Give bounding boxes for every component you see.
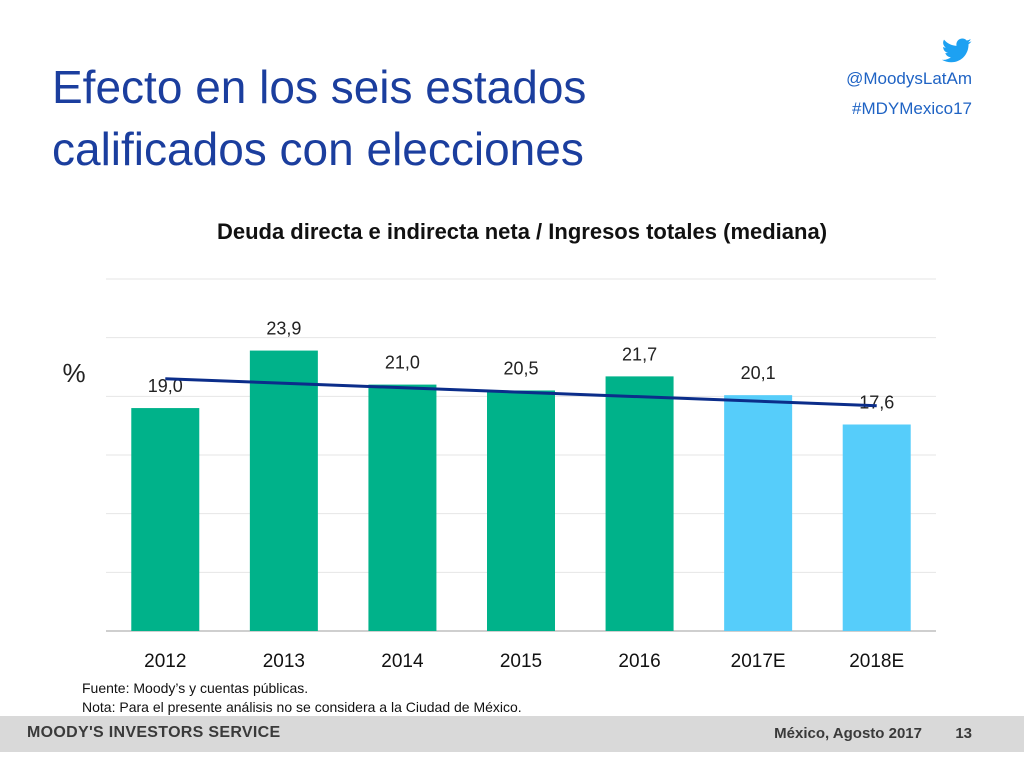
x-tick-label-2012: 2012 — [144, 651, 186, 672]
x-tick-label-2013: 2013 — [263, 651, 305, 672]
bar-2015 — [487, 390, 555, 631]
bar-2014 — [368, 384, 437, 631]
slide-title: Efecto en los seis estados calificados c… — [52, 56, 772, 180]
footer-bar: MOODY'S INVESTORS SERVICE México, Agosto… — [0, 716, 1024, 752]
footnote-source: Fuente: Moody’s y cuentas públicas. — [82, 680, 309, 696]
slide-title-line-2: calificados con elecciones — [52, 123, 584, 175]
twitter-handle-link[interactable]: @MoodysLatAm — [846, 69, 972, 88]
twitter-bird-icon — [942, 38, 972, 63]
twitter-block: @MoodysLatAm #MDYMexico17 — [846, 38, 972, 124]
page-number: 13 — [955, 725, 972, 742]
footer-brand: MOODY'S INVESTORS SERVICE — [27, 724, 281, 741]
data-label-2018E: 17,6 — [859, 392, 894, 412]
x-tick-label-2014: 2014 — [381, 651, 424, 672]
footnote-note: Nota: Para el presente análisis no se co… — [82, 699, 522, 715]
x-tick-label-2015: 2015 — [500, 651, 542, 672]
data-label-2013: 23,9 — [266, 319, 301, 339]
bar-chart: % 19,0 2012 23,9 2013 21,0 2014 20,5 2015 21,7 201… — [62, 278, 936, 672]
bar-2018E — [842, 424, 911, 631]
x-tick-label-2017E: 2017E — [731, 651, 786, 672]
bar-2017E — [724, 395, 793, 631]
bar-2016 — [605, 376, 674, 631]
data-label-2012: 19,0 — [148, 376, 183, 396]
footnotes: Fuente: Moody’s y cuentas públicas. Nota… — [82, 679, 522, 717]
trend-line — [165, 377, 877, 408]
slide-title-line-1: Efecto en los seis estados — [52, 61, 587, 113]
data-label-2017E: 20,1 — [741, 363, 776, 383]
footer-date: México, Agosto 2017 — [774, 725, 922, 742]
bar-2013 — [249, 350, 318, 631]
x-tick-label-2016: 2016 — [618, 651, 660, 672]
data-label-2014: 21,0 — [385, 353, 420, 373]
bar-2012 — [131, 408, 200, 631]
data-label-2015: 20,5 — [503, 358, 538, 378]
data-label-2016: 21,7 — [622, 344, 657, 364]
y-axis-unit-label: % — [62, 358, 85, 388]
x-tick-label-2018E: 2018E — [849, 651, 904, 672]
hashtag-link[interactable]: #MDYMexico17 — [852, 99, 972, 118]
chart-title: Deuda directa e indirecta neta / Ingreso… — [216, 219, 828, 244]
